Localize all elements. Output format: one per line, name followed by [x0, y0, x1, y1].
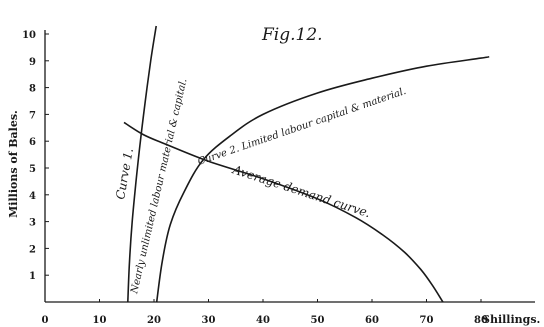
figure-title: Fig.12.: [261, 25, 323, 45]
x-tick-label: 10: [93, 315, 107, 326]
y-tick-label: 9: [29, 57, 36, 68]
y-axis-title: Millions of Bales.: [7, 110, 20, 218]
x-tick-label: 30: [202, 315, 216, 326]
y-tick-label: 7: [29, 110, 36, 121]
y-tick-label: 5: [29, 164, 36, 175]
curve-1-line: [127, 25, 157, 303]
x-tick-label: 80: [474, 315, 488, 326]
axes: [44, 30, 535, 303]
x-tick-label: 70: [420, 315, 434, 326]
y-tick-label: 8: [29, 84, 36, 95]
y-tick-label: 6: [29, 137, 36, 148]
x-axis-title: Shillings.: [482, 313, 540, 326]
y-tick-labels: 1 2 3 4 5 6 7 8 9 10: [22, 30, 36, 282]
x-tick-label: 40: [256, 315, 270, 326]
y-tick-label: 10: [22, 30, 36, 41]
curve-1-sublabel: Nearly unlimited labour material & capit…: [129, 78, 189, 296]
y-tick-label: 4: [29, 191, 36, 202]
demand-curve-label: Average demand curve.: [230, 162, 372, 220]
tick-marks: [45, 33, 482, 302]
y-tick-label: 3: [29, 218, 36, 229]
curve-2-line: [155, 56, 490, 303]
x-tick-label: 0: [42, 315, 49, 326]
demand-curve-line: [123, 121, 444, 303]
y-tick-label: 1: [29, 271, 36, 282]
x-tick-label: 60: [365, 315, 379, 326]
x-tick-label: 50: [311, 315, 325, 326]
y-tick-label: 2: [29, 244, 36, 255]
x-tick-labels: 0 10 20 30 40 50 60 70 80: [42, 315, 488, 326]
x-tick-label: 20: [147, 315, 161, 326]
curves: [123, 25, 490, 303]
curve-1-label: Curve 1.: [113, 147, 136, 200]
